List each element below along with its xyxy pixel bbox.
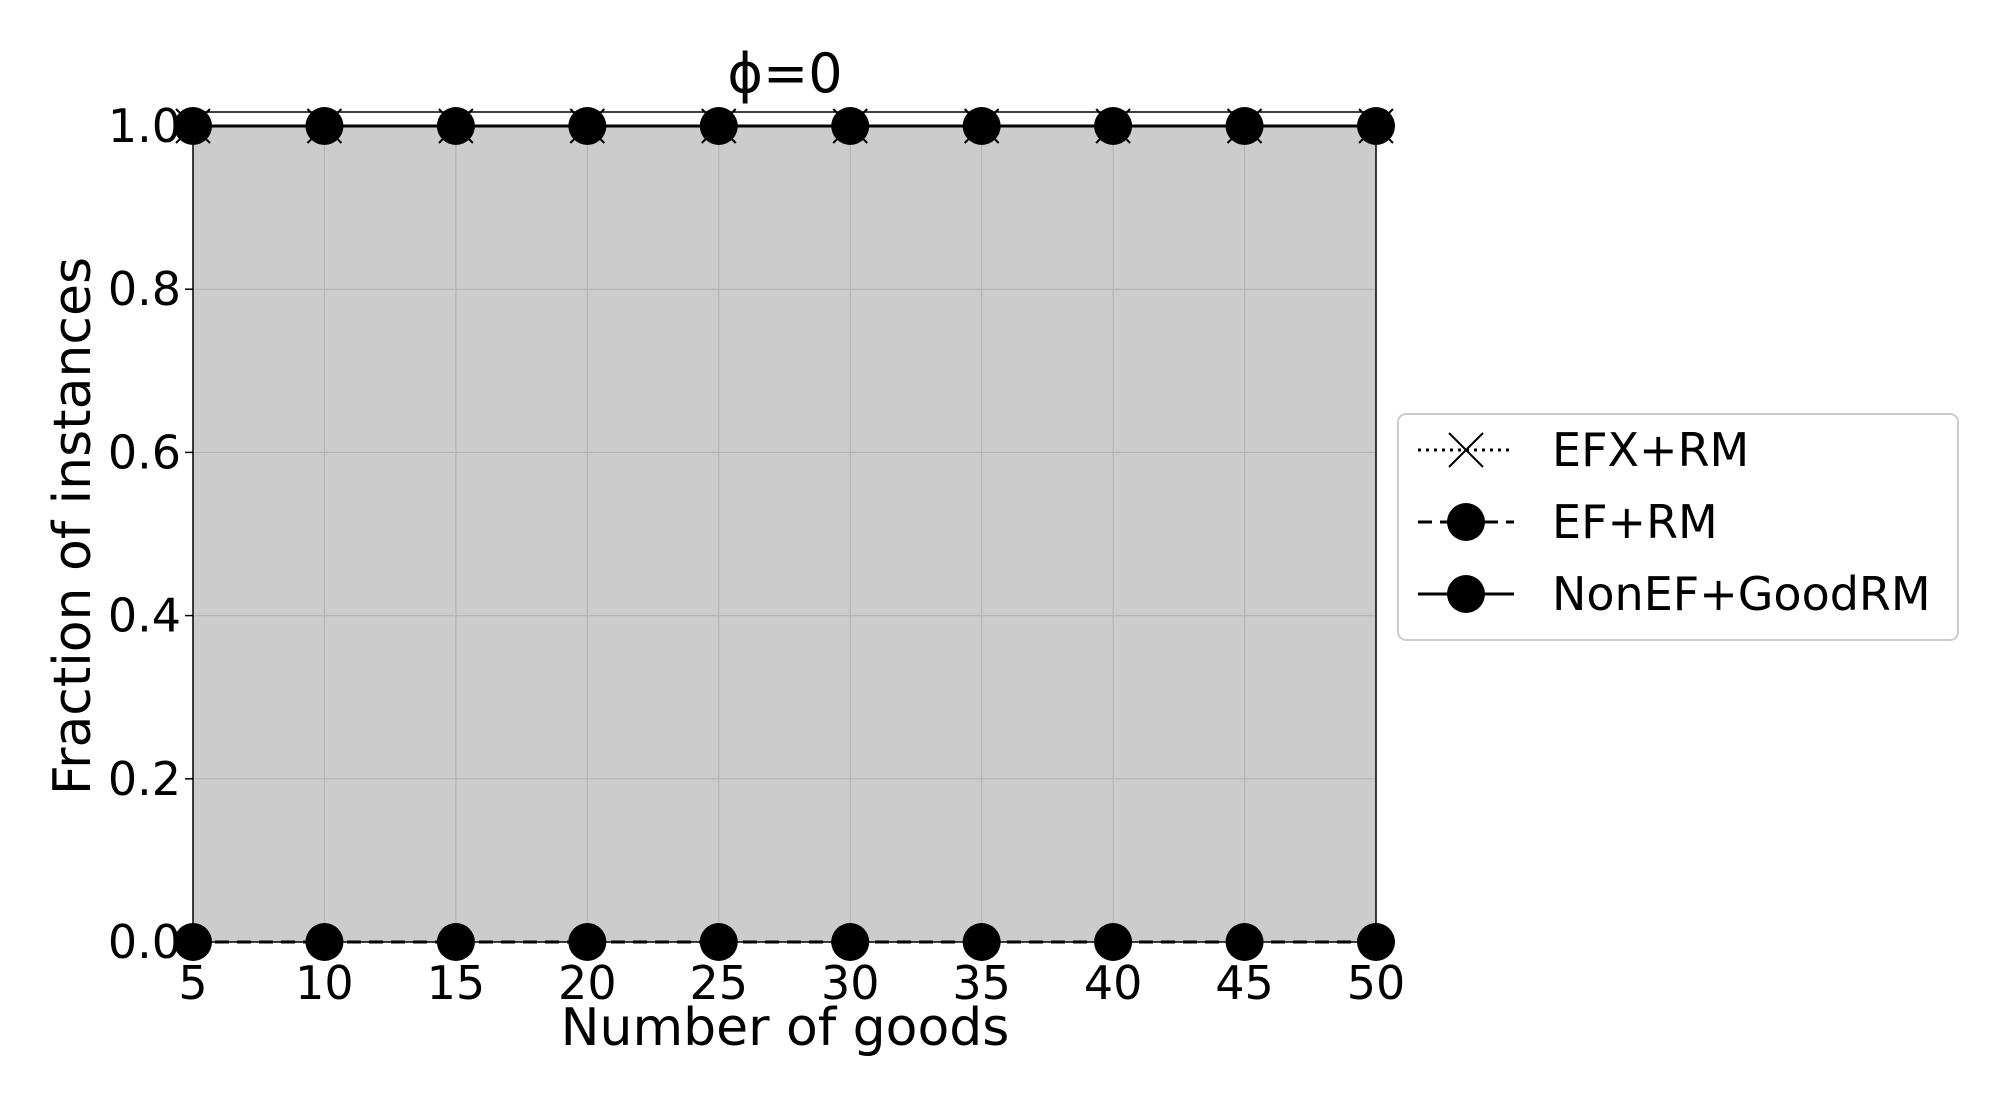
marker-x-stroke	[1448, 432, 1484, 468]
shaded-region	[193, 126, 1376, 942]
legend-label: NonEF+GoodRM	[1552, 567, 1931, 621]
legend-box	[1397, 413, 1959, 641]
legend-item-efx-rm: EFX+RM	[1418, 423, 1749, 477]
y-tick-label: 0.2	[108, 752, 181, 806]
legend-marker	[1447, 503, 1485, 541]
data-point	[305, 107, 344, 145]
data-point	[962, 107, 1001, 145]
legend-label: EFX+RM	[1552, 423, 1749, 477]
legend-marker	[1447, 575, 1485, 613]
x-tick-label: 15	[427, 956, 486, 1010]
data-point	[1225, 107, 1264, 145]
x-tick-label: 20	[558, 956, 617, 1010]
y-axis-title: Fraction of instances	[43, 257, 103, 795]
x-tick-label: 25	[690, 956, 749, 1010]
legend-marker	[1448, 432, 1484, 468]
y-axis-ticks: 0.0 0.2 0.4 0.6 0.8 1.0	[108, 99, 193, 969]
data-point	[568, 107, 607, 145]
x-tick-label: 10	[295, 956, 354, 1010]
x-tick-label: 35	[952, 956, 1011, 1010]
x-axis-ticks: 5 10 15 20 25 30 35 40 45 50	[178, 942, 1405, 1010]
x-tick-label: 50	[1347, 956, 1406, 1010]
data-point	[831, 107, 870, 145]
data-point	[699, 107, 738, 145]
data-point	[436, 107, 475, 145]
legend: EFX+RM EF+RM NonEF+GoodRM	[1397, 413, 1959, 641]
y-tick-label: 0.8	[108, 262, 181, 316]
x-tick-label: 45	[1215, 956, 1274, 1010]
legend-item-ef-rm: EF+RM	[1418, 495, 1718, 549]
x-axis-title: Number of goods	[561, 998, 1010, 1058]
fill-between-area	[193, 126, 1376, 942]
x-tick-label: 40	[1084, 956, 1143, 1010]
x-tick-label: 5	[178, 956, 207, 1010]
axes-frame	[192, 111, 1377, 943]
plot-frame	[192, 111, 1377, 943]
y-tick-label: 0.4	[108, 589, 181, 643]
y-tick-label: 0.0	[108, 915, 181, 969]
x-tick-label: 30	[821, 956, 880, 1010]
y-tick-label: 1.0	[108, 99, 181, 153]
legend-item-nonef-goodrm: NonEF+GoodRM	[1418, 567, 1931, 621]
data-point	[1094, 107, 1133, 145]
legend-label: EF+RM	[1552, 495, 1718, 549]
chart-title: ϕ=0	[727, 42, 842, 105]
y-tick-label: 0.6	[108, 425, 181, 479]
